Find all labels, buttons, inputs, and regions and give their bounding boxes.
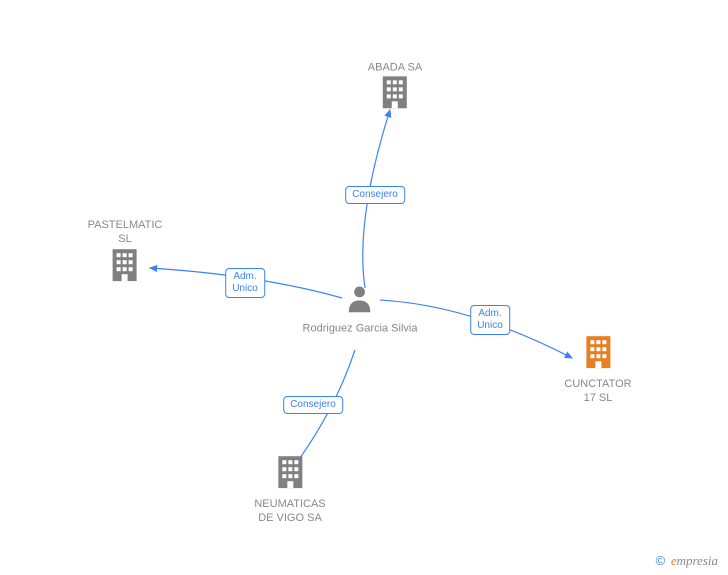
company-node-pastelmatic[interactable]: PASTELMATIC SL — [88, 214, 163, 286]
company-node-cunctator[interactable]: CUNCTATOR 17 SL — [564, 334, 631, 406]
edge-label-neumaticas: Consejero — [283, 396, 343, 414]
relationship-diagram: Rodriguez Garcia Silvia ABADA SA PASTELM… — [0, 0, 728, 575]
company-label: CUNCTATOR 17 SL — [564, 377, 631, 406]
company-label: ABADA SA — [368, 60, 422, 74]
watermark: © empresia — [656, 553, 718, 569]
company-node-neumaticas[interactable]: NEUMATICAS DE VIGO SA — [254, 454, 325, 526]
company-label: PASTELMATIC SL — [88, 218, 163, 247]
person-icon — [347, 284, 373, 317]
building-icon — [109, 247, 141, 286]
copyright-symbol: © — [656, 553, 666, 568]
building-icon — [274, 454, 306, 493]
company-label: NEUMATICAS DE VIGO SA — [254, 497, 325, 526]
center-person-label: Rodriguez Garcia Silvia — [303, 321, 418, 335]
building-icon — [379, 75, 411, 114]
building-icon — [582, 334, 614, 373]
company-node-abada[interactable]: ABADA SA — [368, 56, 422, 113]
brand-rest: mpresia — [677, 553, 718, 568]
edge-label-abada: Consejero — [345, 186, 405, 204]
edge-label-cunctator: Adm. Unico — [470, 305, 510, 335]
edge-label-pastelmatic: Adm. Unico — [225, 268, 265, 298]
center-person-node[interactable]: Rodriguez Garcia Silvia — [303, 284, 418, 335]
